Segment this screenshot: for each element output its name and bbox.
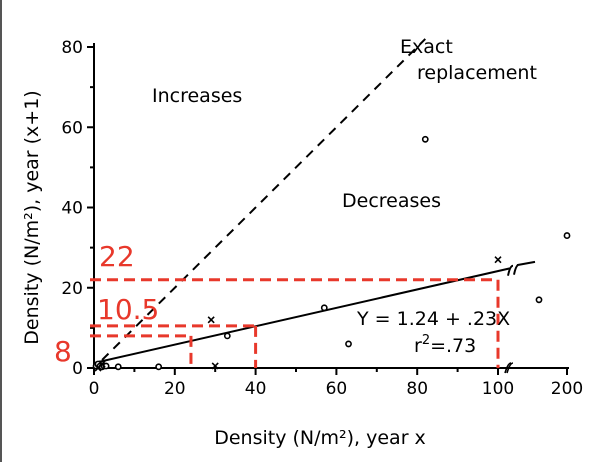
x-tick-label: 0 xyxy=(89,379,100,399)
x-tick-label: 20 xyxy=(164,379,186,399)
y-tick-label: 20 xyxy=(61,279,83,299)
data-point-circle xyxy=(421,135,429,143)
data-point-circle xyxy=(535,296,543,304)
label-decreases: Decreases xyxy=(342,190,441,212)
x-tick-label: 40 xyxy=(245,379,267,399)
y-tick-label: 80 xyxy=(61,38,83,58)
data-point-circle xyxy=(320,304,328,312)
data-point-circle xyxy=(345,340,352,348)
y-tick-label: 0 xyxy=(72,359,83,379)
data-point-circle xyxy=(223,332,231,340)
r-squared-value: =.73 xyxy=(430,335,476,357)
x-tick-label: 80 xyxy=(406,379,428,399)
guide-label: 8 xyxy=(54,335,72,368)
label-increases: Increases xyxy=(152,85,242,107)
r-squared-prefix: r xyxy=(414,335,422,357)
regression-line xyxy=(93,260,536,365)
x-axis-break-mark xyxy=(504,362,514,374)
r-squared-label: r2=.73 xyxy=(414,333,476,357)
r-squared-superscript: 2 xyxy=(422,333,430,348)
y-tick-label: 40 xyxy=(61,199,83,219)
exact-replacement-line xyxy=(101,38,426,361)
data-points xyxy=(92,135,571,372)
data-point-x xyxy=(211,362,219,370)
axis-break-stroke xyxy=(504,362,512,374)
x-tick-label: 200 xyxy=(551,379,583,399)
axis-break-stroke xyxy=(506,362,514,374)
x-tick-label: 60 xyxy=(326,379,348,399)
data-point-circle xyxy=(563,232,571,239)
red-guide-lines: 22 10.5 8 xyxy=(54,240,500,368)
x-tick-label: 100 xyxy=(482,379,514,399)
x-axis-title: Density (N/m²), year x xyxy=(214,427,426,449)
guide-label: 10.5 xyxy=(97,293,159,326)
data-point-circle xyxy=(114,363,122,371)
data-point-x xyxy=(207,316,215,324)
y-axis-title: Density (N/m²), year (x+1) xyxy=(21,90,43,344)
x-ticks: 0 20 40 60 80 100 200 xyxy=(89,368,583,399)
data-point-x xyxy=(494,256,502,264)
data-point-x xyxy=(98,360,106,368)
regression-equation: Y = 1.24 + .23X xyxy=(356,308,510,330)
data-point-circle xyxy=(155,363,163,371)
y-tick-label: 60 xyxy=(61,118,83,138)
y-ticks: 0 20 40 60 80 xyxy=(61,38,94,379)
label-replacement: replacement xyxy=(417,62,537,84)
label-exact: Exact xyxy=(400,36,453,58)
guide-label: 22 xyxy=(99,240,135,273)
